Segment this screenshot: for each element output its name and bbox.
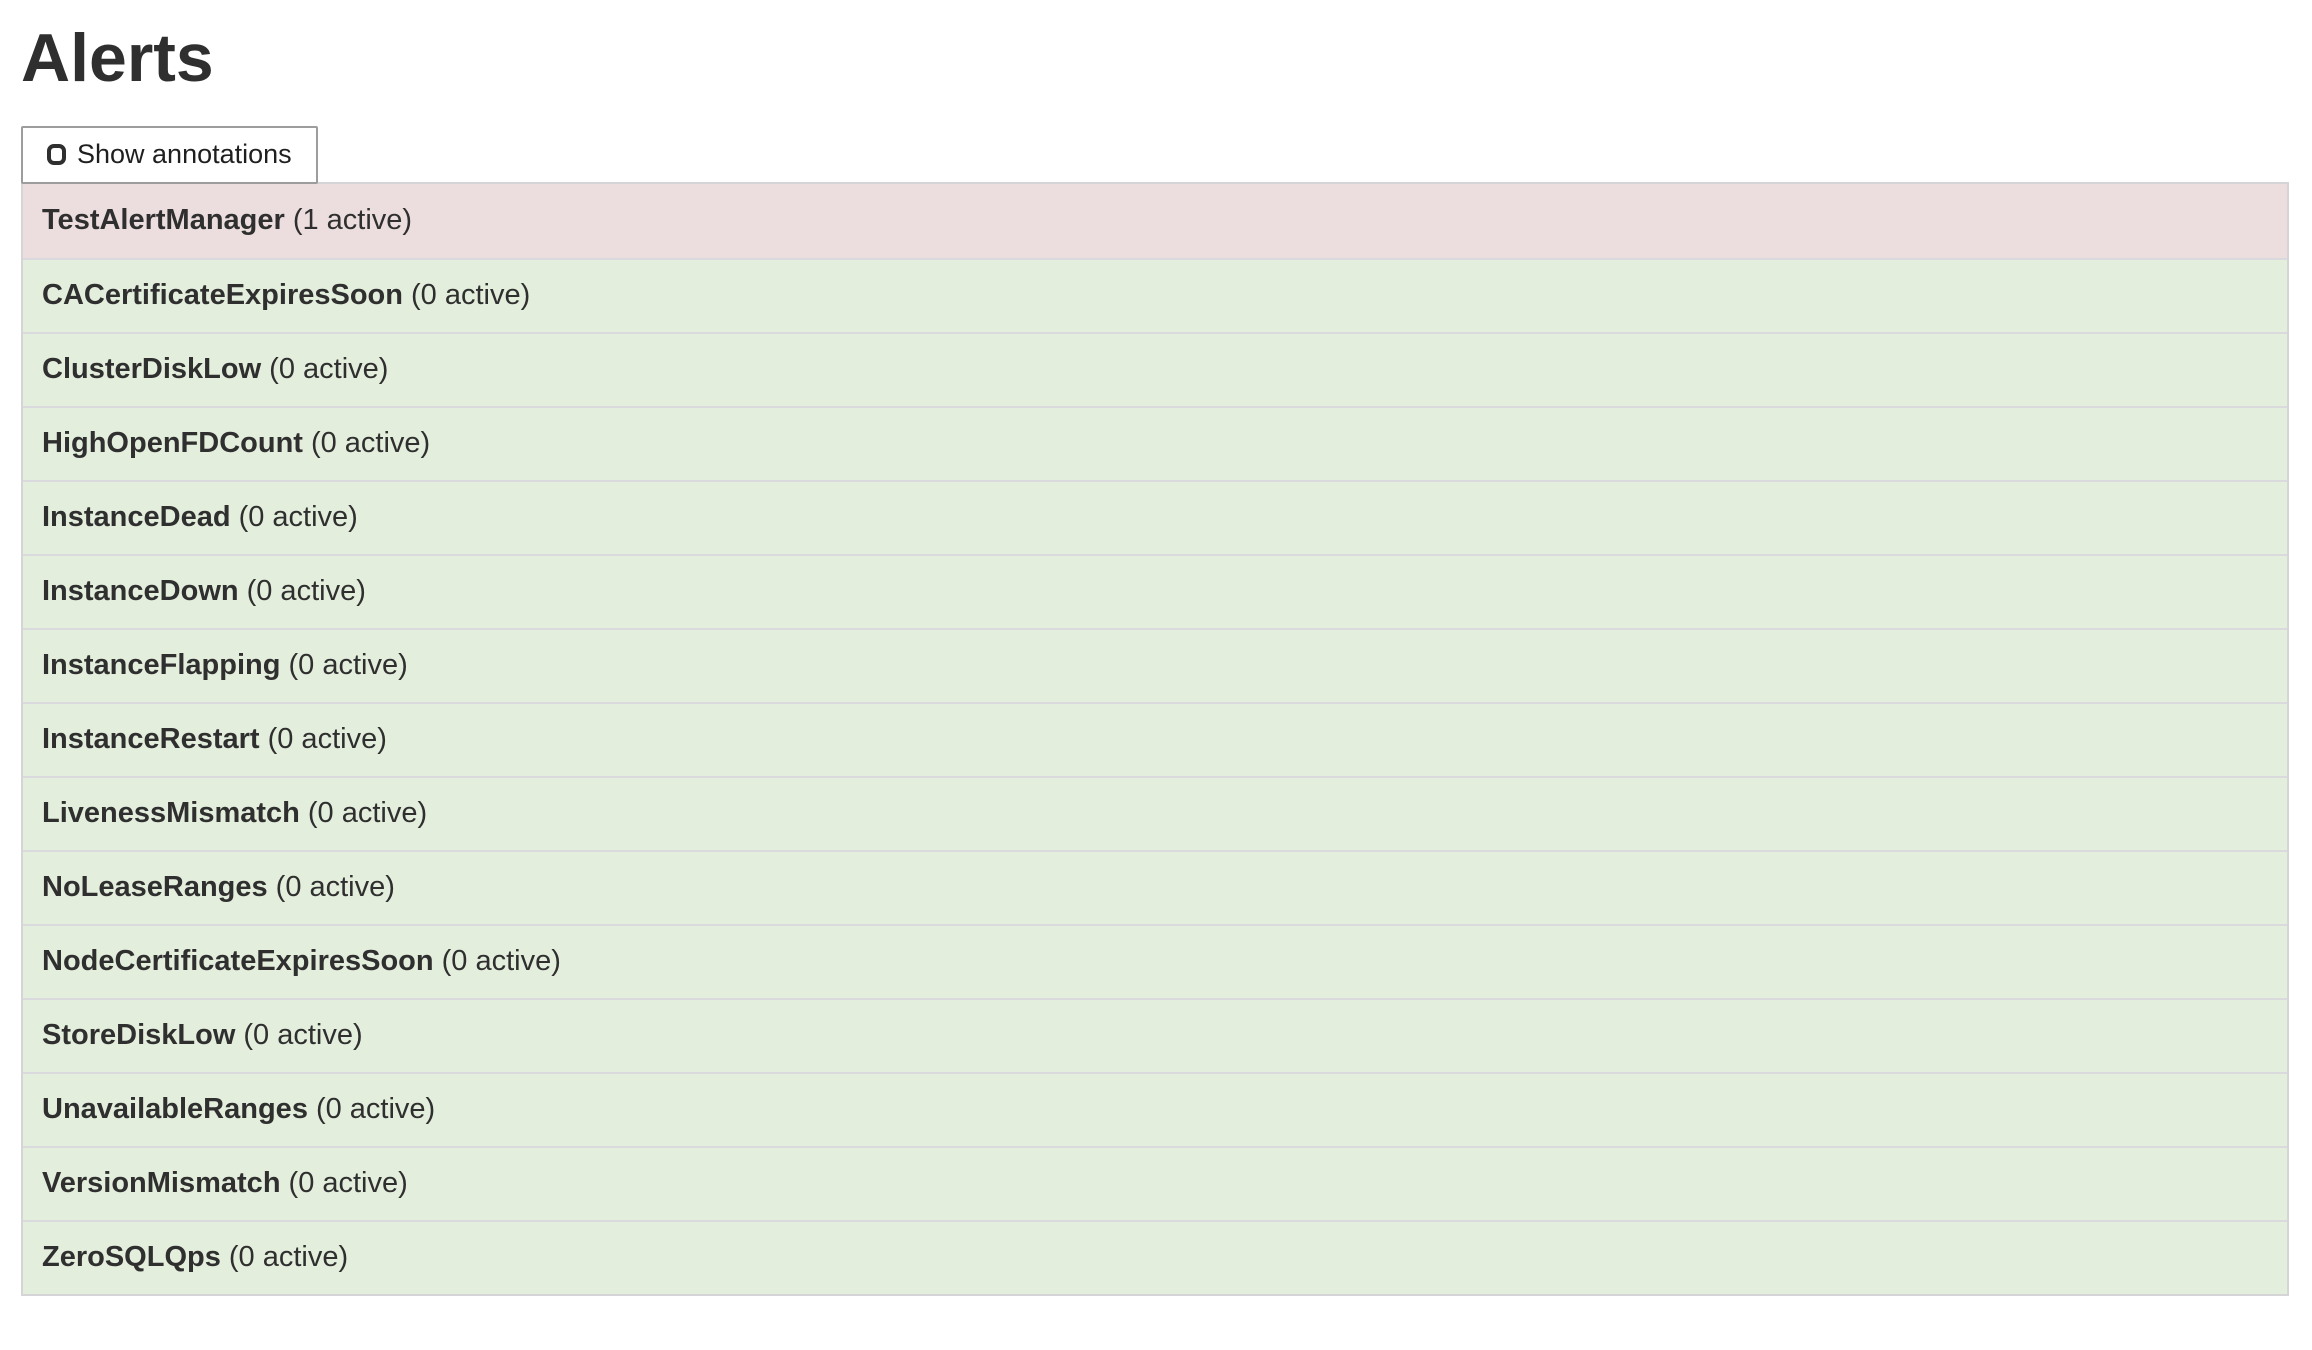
alert-row[interactable]: InstanceRestart (0 active) <box>23 701 2287 776</box>
alert-name: TestAlertManager <box>42 204 285 237</box>
alert-name: VersionMismatch <box>42 1167 281 1200</box>
show-annotations-button[interactable]: Show annotations <box>21 125 318 184</box>
alert-active-count: (1 active) <box>292 204 413 237</box>
alert-row[interactable]: LivenessMismatch (0 active) <box>23 775 2287 850</box>
alert-name: InstanceRestart <box>42 723 260 756</box>
alert-active-count: (0 active) <box>411 279 531 312</box>
alert-row[interactable]: HighOpenFDCount (0 active) <box>23 405 2287 480</box>
alert-active-count: (0 active) <box>269 353 389 386</box>
checkbox-unchecked-icon <box>47 144 66 166</box>
alert-row[interactable]: NoLeaseRanges (0 active) <box>23 849 2287 924</box>
alert-row[interactable]: InstanceDown (0 active) <box>23 553 2287 628</box>
alert-row[interactable]: UnavailableRanges (0 active) <box>23 1071 2287 1146</box>
alert-row[interactable]: ZeroSQLQps (0 active) <box>23 1219 2287 1294</box>
alert-name: StoreDiskLow <box>42 1019 236 1052</box>
alert-active-count: (0 active) <box>288 649 408 682</box>
alerts-page: Alerts Show annotations TestAlertManager… <box>0 18 2312 1296</box>
alert-active-count: (0 active) <box>246 575 366 608</box>
alert-row[interactable]: ClusterDiskLow (0 active) <box>23 331 2287 406</box>
alert-name: ZeroSQLQps <box>42 1241 221 1274</box>
show-annotations-label: Show annotations <box>77 139 292 170</box>
alert-row[interactable]: InstanceDead (0 active) <box>23 479 2287 554</box>
alert-row[interactable]: VersionMismatch (0 active) <box>23 1145 2287 1220</box>
alert-name: UnavailableRanges <box>42 1093 308 1126</box>
alert-active-count: (0 active) <box>228 1241 349 1274</box>
alerts-table: TestAlertManager (1 active) CACertificat… <box>21 181 2289 1296</box>
alert-active-count: (0 active) <box>315 1093 436 1126</box>
alert-active-count: (0 active) <box>275 871 395 904</box>
alert-name: LivenessMismatch <box>42 797 300 830</box>
alert-name: NoLeaseRanges <box>42 871 268 904</box>
alert-active-count: (0 active) <box>441 945 561 978</box>
alert-row[interactable]: TestAlertManager (1 active) <box>23 183 2287 258</box>
alert-name: InstanceDead <box>42 501 231 534</box>
alert-active-count: (0 active) <box>238 501 358 534</box>
alert-active-count: (0 active) <box>288 1167 408 1200</box>
alert-name: InstanceDown <box>42 575 239 608</box>
page-title: Alerts <box>21 20 214 96</box>
alert-name: NodeCertificateExpiresSoon <box>42 945 434 978</box>
alert-row[interactable]: StoreDiskLow (0 active) <box>23 997 2287 1072</box>
alert-active-count: (0 active) <box>267 723 387 756</box>
alert-active-count: (0 active) <box>307 797 428 830</box>
alert-name: HighOpenFDCount <box>42 427 303 460</box>
alert-active-count: (0 active) <box>310 427 431 460</box>
alert-row[interactable]: InstanceFlapping (0 active) <box>23 627 2287 702</box>
alert-row[interactable]: NodeCertificateExpiresSoon (0 active) <box>23 923 2287 998</box>
alert-active-count: (0 active) <box>243 1019 363 1052</box>
alert-name: InstanceFlapping <box>42 649 281 682</box>
alert-name: CACertificateExpiresSoon <box>42 279 403 312</box>
alert-name: ClusterDiskLow <box>42 353 262 386</box>
alert-row[interactable]: CACertificateExpiresSoon (0 active) <box>23 257 2287 332</box>
